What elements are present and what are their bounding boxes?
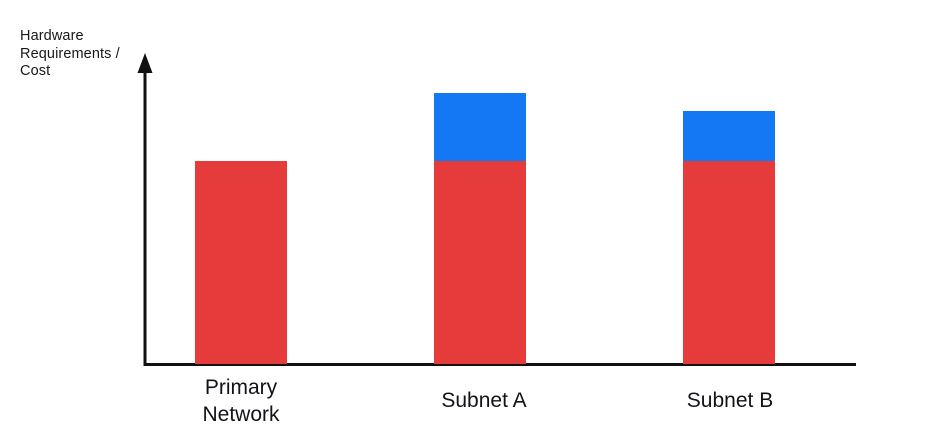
bar-subnet-a	[434, 92, 526, 364]
bar-subnet-b	[683, 111, 775, 364]
bar-segment-red	[195, 160, 287, 364]
bar-segment-red	[683, 160, 775, 364]
category-label-subnet-b: Subnet B	[686, 389, 774, 412]
y-axis-arrowhead	[137, 53, 153, 73]
category-label-primary-network: Primary Network	[202, 376, 280, 426]
bar-segment-red	[434, 160, 526, 364]
bar-segment-blue	[683, 111, 775, 161]
bar-primary-network	[195, 160, 287, 364]
y-axis-label: Hardware Requirements / Cost	[20, 28, 120, 79]
bar-segment-blue	[434, 92, 526, 161]
category-label-subnet-a: Subnet A	[441, 389, 527, 412]
